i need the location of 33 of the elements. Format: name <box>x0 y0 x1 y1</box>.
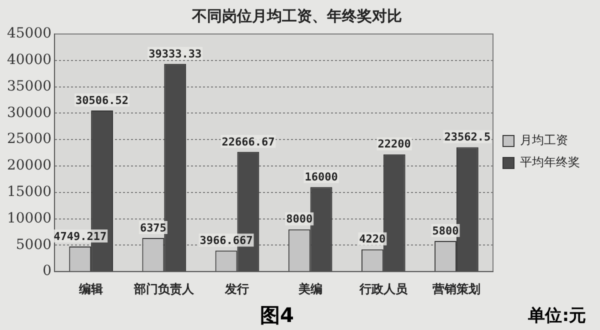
x-tick-label: 行政人员 <box>358 282 408 296</box>
data-label: 16000 <box>304 170 338 184</box>
data-label: 4220 <box>359 232 386 246</box>
data-label: 4749.217 <box>54 230 107 243</box>
data-label: 39333.33 <box>148 47 202 60</box>
data-label: 6375 <box>140 221 166 234</box>
y-tick-label: 0 <box>42 263 52 280</box>
x-tick-label: 发行 <box>224 282 250 296</box>
x-tick-label: 部门负责人 <box>133 282 196 296</box>
y-tick-label: 30000 <box>6 104 52 121</box>
y-tick-label: 40000 <box>6 52 52 68</box>
y-tick-label: 10000 <box>6 210 52 226</box>
data-label: 23562.5 <box>444 130 491 144</box>
x-tick-label: 美编 <box>297 282 322 296</box>
legend-label: 平均年终奖 <box>520 155 580 170</box>
y-tick-label: 35000 <box>6 78 52 94</box>
y-tick-label: 45000 <box>6 26 52 42</box>
text: 单位:元 <box>528 305 586 327</box>
data-label: 3966.667 <box>200 234 253 248</box>
legend-label: 月均工资 <box>520 133 568 148</box>
data-label: 8000 <box>286 212 313 226</box>
y-tick-label: 5000 <box>16 236 52 253</box>
chart-title: 不同岗位月均工资、年终奖对比 <box>191 6 402 25</box>
data-label: 30506.52 <box>76 94 129 107</box>
y-tick-label: 20000 <box>6 158 52 174</box>
y-tick-label: 25000 <box>6 131 52 148</box>
data-label: 5800 <box>432 224 459 238</box>
y-tick-label: 15000 <box>6 184 52 200</box>
x-tick-label: 编辑 <box>78 282 104 296</box>
data-label: 22666.67 <box>222 135 275 148</box>
data-label: 22200 <box>378 138 411 151</box>
x-tick-label: 营销策划 <box>431 282 480 296</box>
caption: 图4 <box>260 302 294 329</box>
